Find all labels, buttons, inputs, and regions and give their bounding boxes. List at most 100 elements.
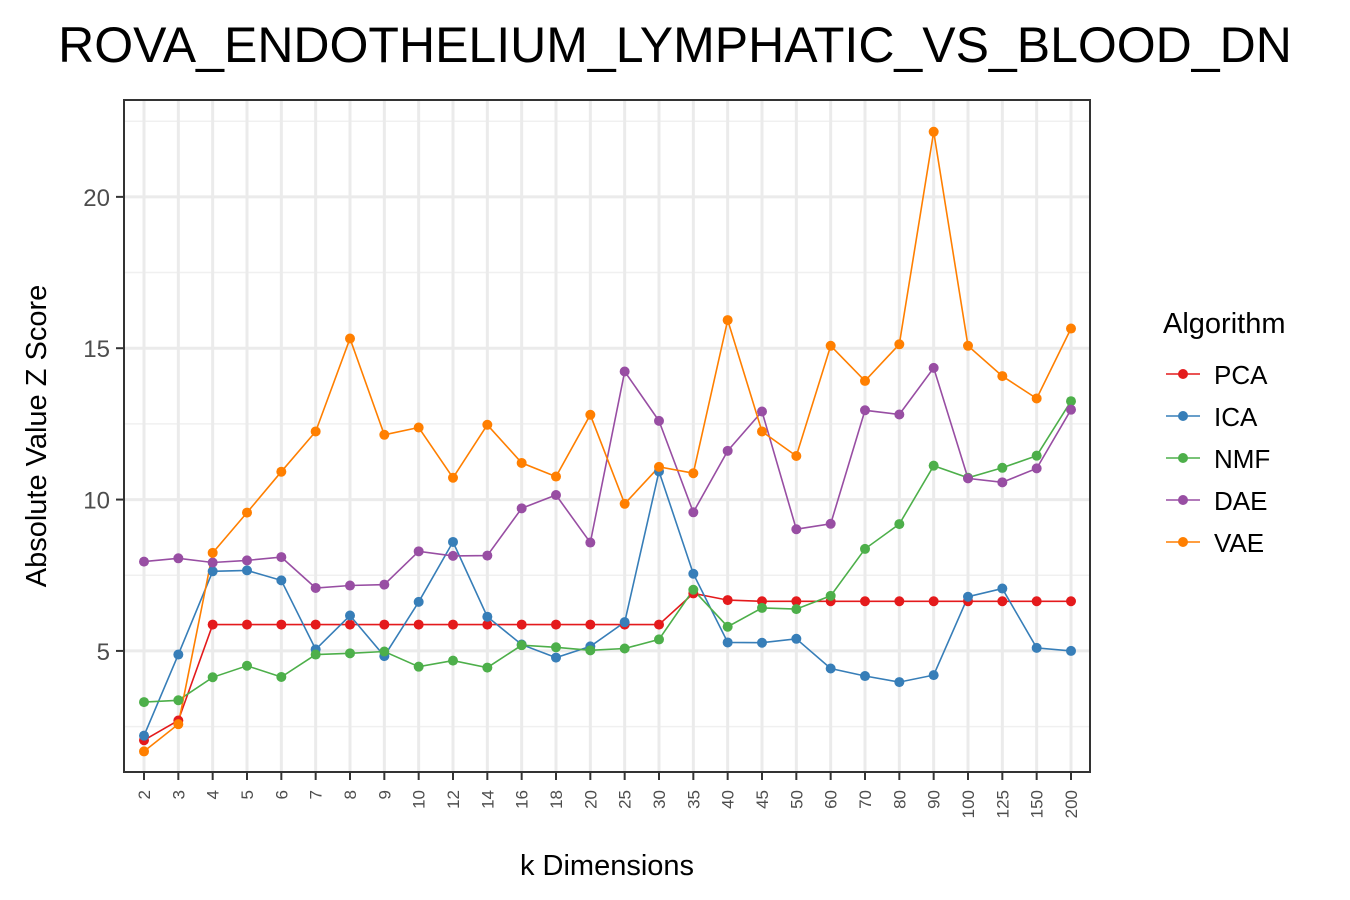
data-point-nmf [825, 590, 836, 601]
data-point-dae [825, 518, 836, 529]
data-point-ica [413, 596, 424, 607]
data-point-nmf [654, 634, 664, 645]
data-point-ica [448, 536, 458, 547]
x-tick-label: 50 [787, 790, 806, 809]
data-point-pca [551, 619, 561, 630]
legend-key-point [1178, 453, 1188, 463]
data-point-vae [928, 126, 939, 137]
x-axis-label: k Dimensions [520, 850, 694, 882]
data-point-dae [585, 537, 596, 548]
data-point-vae [860, 375, 870, 386]
x-tick-label: 7 [307, 790, 326, 799]
data-point-pca [1031, 596, 1042, 607]
data-point-nmf [928, 460, 939, 471]
data-point-vae [482, 419, 493, 430]
data-point-nmf [173, 695, 184, 706]
data-point-vae [310, 426, 321, 437]
data-point-pca [482, 619, 493, 630]
data-point-pca [413, 619, 424, 630]
x-tick-label: 3 [169, 790, 188, 799]
data-point-vae [894, 339, 905, 350]
x-tick-label: 2 [135, 790, 154, 799]
data-point-pca [928, 596, 939, 607]
data-point-pca [585, 619, 596, 630]
data-point-pca [997, 596, 1008, 607]
data-point-dae [276, 552, 287, 563]
x-tick-label: 12 [444, 790, 463, 809]
legend-label-vae: VAE [1214, 528, 1264, 558]
data-point-dae [516, 503, 527, 514]
data-point-dae [722, 445, 733, 456]
data-point-nmf [894, 519, 905, 530]
x-tick-label: 125 [993, 790, 1012, 818]
data-point-dae [482, 550, 493, 561]
data-point-ica [963, 591, 973, 602]
series-line-ica [143, 468, 1072, 737]
data-point-ica [276, 575, 287, 586]
data-point-vae [585, 409, 596, 420]
x-tick-label: 40 [719, 790, 738, 809]
data-point-ica [928, 670, 939, 681]
plot-border [123, 99, 1091, 773]
data-point-dae [310, 582, 321, 593]
data-point-nmf [997, 462, 1008, 473]
data-point-ica [482, 611, 493, 622]
series-line-dae [143, 366, 1072, 589]
legend-key-point [1178, 411, 1188, 421]
data-point-vae [448, 472, 458, 483]
data-point-dae [1066, 404, 1076, 415]
data-point-vae [791, 450, 802, 461]
data-point-dae [207, 557, 218, 568]
data-point-vae [1066, 323, 1076, 334]
x-tick-label: 9 [375, 790, 394, 799]
data-point-nmf [1066, 396, 1076, 407]
data-point-vae [207, 547, 218, 558]
data-point-vae [963, 340, 973, 351]
legend-key-point [1178, 537, 1188, 547]
x-tick-label: 150 [1028, 790, 1047, 818]
data-point-dae [551, 490, 561, 501]
data-point-pca [654, 619, 664, 630]
data-point-vae [276, 466, 287, 477]
data-point-ica [1066, 645, 1076, 656]
data-point-ica [894, 677, 905, 688]
grid-lines [124, 100, 1090, 772]
data-point-vae [551, 471, 561, 482]
data-point-pca [207, 619, 218, 630]
data-point-nmf [413, 661, 424, 672]
data-point-vae [654, 461, 664, 472]
y-tick-label: 20 [83, 185, 110, 212]
x-tick-label: 10 [410, 790, 429, 809]
y-axis: 5 10 15 20 [83, 185, 124, 666]
x-tick-label: 80 [890, 790, 909, 809]
x-tick-label: 25 [616, 790, 635, 809]
x-axis: 2 3 4 5 6 7 8 9 10 12 14 16 18 20 25 30 35 40 45 50 60 70 80 90… [135, 772, 1081, 818]
series-layer [139, 126, 1076, 757]
data-point-pca [310, 619, 321, 630]
data-point-nmf [242, 660, 252, 671]
data-point-nmf [688, 584, 699, 595]
x-tick-label: 5 [238, 790, 257, 799]
data-point-ica [688, 568, 699, 579]
series-line-nmf [143, 400, 1072, 703]
data-point-pca [516, 619, 527, 630]
data-point-nmf [1031, 450, 1042, 461]
data-point-dae [688, 507, 699, 518]
data-point-dae [654, 415, 664, 426]
chart-title: ROVA_ENDOTHELIUM_LYMPHATIC_VS_BLOOD_DN [58, 17, 1292, 73]
data-point-ica [722, 637, 733, 648]
data-point-nmf [276, 671, 287, 682]
data-point-nmf [585, 645, 596, 656]
series-line-pca [143, 592, 1071, 741]
data-point-vae [619, 498, 630, 509]
legend-label-ica: ICA [1214, 402, 1258, 432]
data-point-dae [1031, 463, 1042, 474]
data-point-dae [345, 580, 355, 591]
data-point-nmf [619, 643, 630, 654]
x-tick-label: 16 [513, 790, 532, 809]
data-point-ica [1031, 642, 1042, 653]
x-tick-label: 4 [204, 790, 223, 799]
data-point-pca [1066, 596, 1076, 607]
legend-key-point [1178, 369, 1188, 379]
data-point-nmf [310, 649, 321, 660]
